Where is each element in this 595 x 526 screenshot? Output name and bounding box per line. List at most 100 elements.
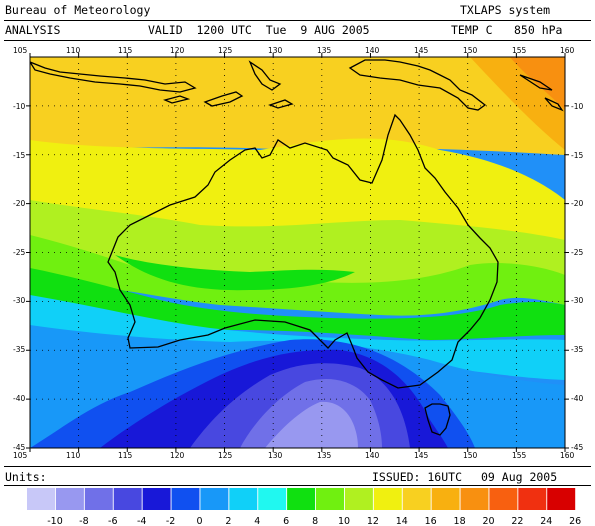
lon-label-140: 140 — [365, 46, 380, 55]
lon-label-bottom-140: 140 — [365, 451, 380, 460]
indonesia-coastline — [30, 61, 197, 93]
lat-label-left-15: -15 — [13, 151, 25, 160]
timor-coastline — [203, 91, 244, 107]
legend-label-22: 22 — [511, 516, 523, 526]
legend-swatch-13 — [402, 488, 431, 510]
legend-swatch-0 — [27, 488, 55, 510]
legend-label-26: 26 — [569, 516, 581, 526]
lon-label-135: 135 — [317, 46, 332, 55]
right-lat-labels: -10 -15 -20 -25 -30 -35 -40 -45 — [571, 102, 583, 452]
temperature-bands — [30, 57, 565, 448]
legend-swatch-2 — [84, 488, 113, 510]
legend-label-0: 0 — [196, 516, 202, 526]
lon-label-160: 160 — [560, 46, 575, 55]
footer-rule-top — [4, 466, 591, 467]
legend-label-2: 2 — [225, 516, 231, 526]
issued-time: ISSUED: 16UTC — [372, 470, 463, 484]
lat-label-right-15: -15 — [571, 151, 583, 160]
lon-label-bottom-155: 155 — [512, 451, 527, 460]
valid-time: VALID 1200 UTC Tue 9 AUG 2005 — [148, 23, 370, 37]
header-rule-bottom — [4, 40, 591, 41]
legend-labels: -10 -8 -6 -4 -2 0 2 4 6 8 10 12 14 16 18 20 22 24 26 — [47, 516, 581, 526]
band-4-6 — [30, 295, 565, 380]
lon-label-bottom-160: 160 — [560, 451, 575, 460]
legend-label-16: 16 — [425, 516, 437, 526]
map-frame — [29, 56, 566, 449]
lon-label-bottom-130: 130 — [268, 451, 283, 460]
field-name: TEMP C — [451, 23, 493, 37]
small-islands — [163, 74, 564, 112]
legend-swatch-12 — [373, 488, 402, 510]
legend-label-8: 8 — [312, 516, 318, 526]
lat-label-right-30: -30 — [571, 296, 583, 305]
legend-label--10: -10 — [47, 516, 63, 526]
pressure-level: 850 hPa — [514, 23, 563, 37]
legend-swatch-7 — [229, 488, 258, 510]
footer-rule-bottom — [4, 485, 591, 486]
lat-label-right-40: -40 — [571, 394, 583, 403]
legend-label-14: 14 — [396, 516, 408, 526]
lon-label-130: 130 — [268, 46, 283, 55]
lon-label-bottom-145: 145 — [414, 451, 429, 460]
system-title: TXLAPS system — [460, 3, 551, 17]
legend-swatch-9 — [287, 488, 316, 510]
australia-coastline — [107, 113, 499, 389]
band-minus8-minus6 — [265, 401, 358, 448]
band-16-18 — [30, 57, 565, 155]
left-lat-labels: -10 -15 -20 -25 -30 -35 -40 -45 — [13, 102, 25, 452]
lat-label-left-35: -35 — [13, 345, 25, 354]
tasmania-coastline — [424, 403, 451, 436]
lon-label-105: 105 — [13, 46, 28, 55]
lon-label-bottom-125: 125 — [218, 451, 233, 460]
lat-label-right-45: -45 — [571, 443, 583, 452]
band-20-22 — [510, 57, 565, 110]
legend-label--2: -2 — [166, 516, 175, 526]
lat-label-left-45: -45 — [13, 443, 25, 452]
legend-label-10: 10 — [338, 516, 350, 526]
legend-swatch-16 — [489, 488, 518, 510]
legend-label--6: -6 — [108, 516, 117, 526]
legend-swatch-1 — [55, 488, 84, 510]
lon-label-150: 150 — [463, 46, 478, 55]
legend-label--4: -4 — [137, 516, 146, 526]
legend-label-24: 24 — [540, 516, 552, 526]
new-guinea-coastline — [348, 59, 487, 111]
legend-swatch-15 — [460, 488, 489, 510]
legend-label-12: 12 — [367, 516, 379, 526]
lon-label-bottom-135: 135 — [317, 451, 332, 460]
legend-swatch-4 — [142, 488, 171, 510]
lat-label-right-35: -35 — [571, 345, 583, 354]
lat-label-right-20: -20 — [571, 199, 583, 208]
header-rule-top — [4, 20, 591, 21]
legend-label-4: 4 — [254, 516, 260, 526]
legend-swatch-17 — [518, 488, 547, 510]
legend-swatch-11 — [344, 488, 373, 510]
units-label: Units: — [5, 470, 47, 484]
band-8-10 — [115, 255, 355, 291]
legend-swatch-8 — [258, 488, 287, 510]
lon-label-125: 125 — [218, 46, 233, 55]
lon-label-145: 145 — [414, 46, 429, 55]
top-lon-labels: 105 110 115 120 125 130 135 140 145 150 … — [13, 46, 575, 55]
lon-label-bottom-120: 120 — [170, 451, 185, 460]
agency-title: Bureau of Meteorology — [5, 3, 151, 17]
lon-label-110: 110 — [66, 46, 81, 55]
issued-date: 09 Aug 2005 — [481, 470, 558, 484]
lat-label-left-20: -20 — [13, 199, 25, 208]
lat-label-left-25: -25 — [13, 248, 25, 257]
legend-swatch-3 — [113, 488, 142, 510]
legend-swatches — [27, 488, 576, 510]
legend-swatch-14 — [431, 488, 460, 510]
lat-label-right-10: -10 — [571, 102, 583, 111]
color-legend: -10 -8 -6 -4 -2 0 2 4 6 8 10 12 14 16 18 20 22 24 26 — [27, 488, 581, 526]
legend-label-20: 20 — [482, 516, 494, 526]
bottom-lon-labels: 105 110 115 120 125 130 135 140 145 150 … — [13, 451, 575, 460]
lon-label-bottom-105: 105 — [13, 451, 28, 460]
legend-label-18: 18 — [454, 516, 466, 526]
legend-label-6: 6 — [283, 516, 289, 526]
lon-label-120: 120 — [170, 46, 185, 55]
lat-label-right-25: -25 — [571, 248, 583, 257]
lon-label-115: 115 — [118, 46, 133, 55]
lat-label-left-40: -40 — [13, 394, 25, 403]
